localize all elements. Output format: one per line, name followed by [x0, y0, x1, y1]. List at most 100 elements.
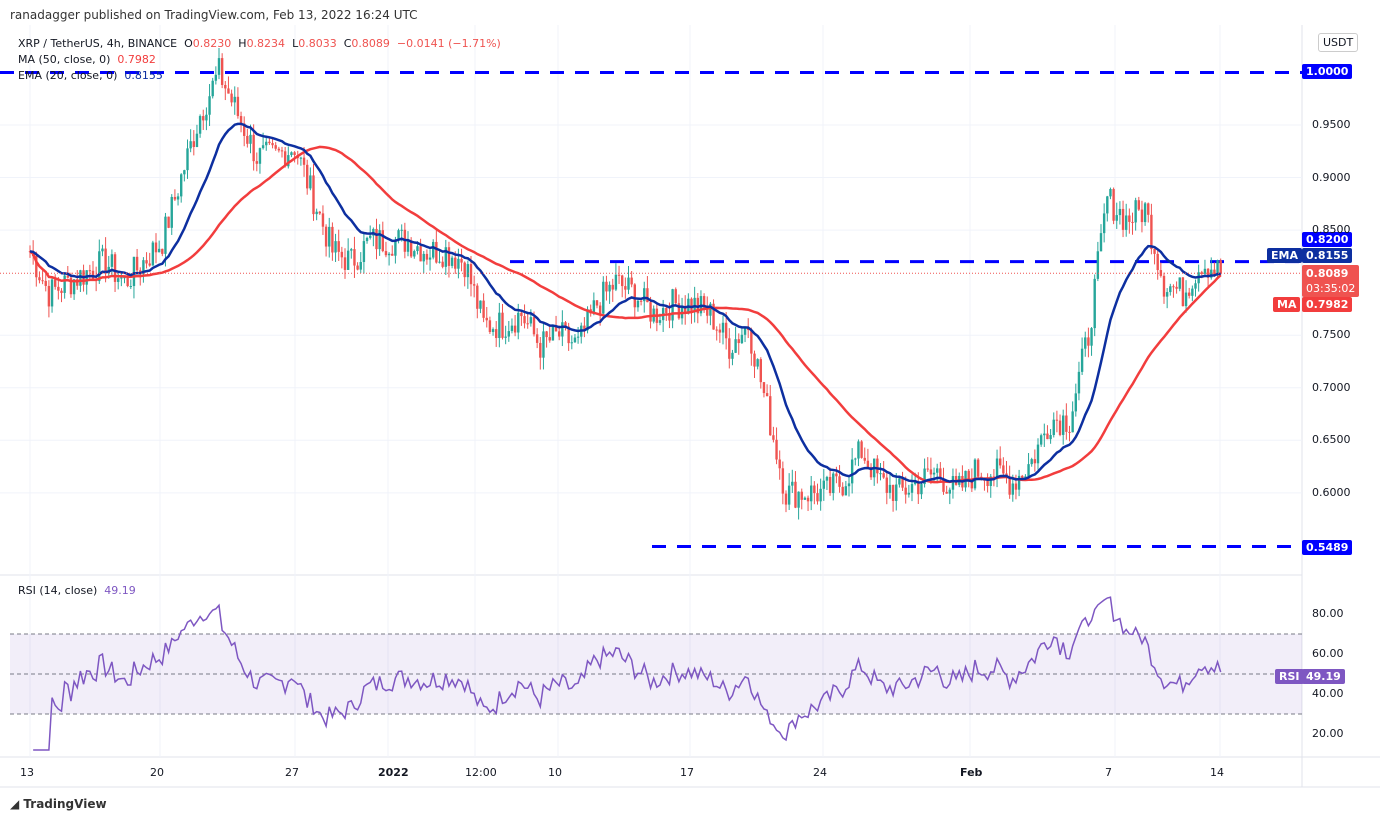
candle-body — [397, 230, 400, 240]
candle-body — [72, 279, 76, 295]
candle-body — [154, 242, 158, 253]
candle-body — [510, 325, 514, 332]
candle-body — [38, 277, 41, 281]
candle-body — [1090, 328, 1093, 346]
rsi-legend-value: 49.19 — [104, 584, 136, 597]
candle-body — [967, 470, 970, 481]
candle-body — [362, 241, 366, 263]
candle-body — [731, 352, 734, 359]
candle-body — [406, 240, 410, 252]
candle-body — [428, 257, 432, 260]
candle-body — [365, 237, 369, 242]
candle-body — [545, 331, 548, 338]
candle-body — [791, 481, 794, 486]
candle-body — [230, 93, 233, 103]
last-price: 0.8089 — [1306, 267, 1349, 280]
candle-body — [501, 312, 504, 338]
open-value: 0.8230 — [192, 37, 232, 50]
candle-body — [1096, 251, 1100, 279]
candle-body — [769, 396, 772, 436]
candle-body — [369, 235, 372, 238]
candle-body — [602, 281, 605, 314]
candle-body — [665, 308, 668, 314]
candle-body — [265, 141, 268, 146]
candle-body — [353, 249, 356, 266]
candle-body — [205, 114, 208, 121]
candle-body — [936, 468, 939, 473]
ma-line — [29, 145, 1222, 484]
ema-line — [29, 122, 1221, 484]
tradingview-logo[interactable]: ◢ TradingView — [10, 797, 107, 811]
candle-body — [895, 484, 898, 501]
candle-body — [910, 484, 914, 493]
candle-body — [866, 460, 870, 467]
candle-body — [529, 317, 533, 324]
candle-body — [847, 483, 851, 487]
o-label: O — [184, 37, 193, 50]
ema-value: 0.8155 — [124, 69, 163, 82]
candle-body — [117, 278, 120, 282]
candle-body — [1071, 411, 1074, 433]
candle-body — [712, 303, 715, 330]
candle-body — [775, 439, 778, 460]
candle-body — [123, 277, 126, 279]
candle-body — [1068, 431, 1071, 433]
candle-body — [142, 260, 145, 274]
candle-body — [567, 326, 570, 344]
candle-body — [756, 359, 759, 367]
candle-body — [765, 393, 769, 397]
x-tick-label: 7 — [1105, 766, 1112, 779]
candle-body — [186, 148, 189, 171]
candle-body — [1027, 464, 1030, 477]
candle-body — [79, 270, 82, 286]
candle-body — [381, 230, 384, 252]
currency-button[interactable]: USDT — [1318, 33, 1359, 52]
x-tick-label: 12:00 — [465, 766, 497, 779]
candle-body — [438, 261, 441, 263]
candle-body — [1084, 337, 1087, 349]
rsi-tick-label: 60.00 — [1312, 647, 1344, 660]
candle-body — [1156, 253, 1159, 271]
candle-body — [1147, 203, 1150, 215]
candle-body — [318, 211, 321, 214]
candle-body — [973, 459, 977, 489]
candle-body — [479, 300, 482, 309]
l-label: L — [292, 37, 299, 50]
candle-body — [548, 337, 551, 341]
candle-body — [523, 316, 526, 324]
close-value: 0.8089 — [351, 37, 390, 50]
candle-body — [794, 481, 797, 508]
candle-body — [507, 331, 510, 337]
candle-body — [932, 472, 936, 475]
candle-body — [668, 313, 671, 321]
candle-body — [702, 296, 706, 308]
candle-body — [145, 260, 148, 264]
high-value: 0.8234 — [246, 37, 286, 50]
candle-body — [901, 478, 904, 488]
candle-body — [120, 277, 123, 279]
logo-text: TradingView — [23, 797, 107, 811]
candle-body — [882, 473, 885, 478]
candle-body — [778, 459, 781, 469]
candle-body — [129, 286, 132, 288]
x-tick-label: 27 — [285, 766, 299, 779]
candle-body — [306, 164, 309, 189]
candle-body — [126, 277, 129, 287]
candle-body — [592, 300, 596, 314]
candle-body — [1058, 420, 1062, 435]
candle-body — [239, 116, 243, 124]
candle-body — [491, 329, 495, 333]
candle-body — [1011, 483, 1014, 495]
candle-body — [759, 359, 762, 383]
candle-body — [1036, 444, 1040, 464]
candle-body — [299, 157, 303, 159]
candle-body — [173, 196, 177, 200]
candle-body — [359, 262, 362, 270]
candle-body — [1200, 272, 1203, 274]
candle-body — [542, 331, 545, 358]
candle-body — [110, 254, 114, 267]
candle-body — [214, 74, 218, 81]
y-tick-label: 0.7000 — [1312, 380, 1351, 394]
